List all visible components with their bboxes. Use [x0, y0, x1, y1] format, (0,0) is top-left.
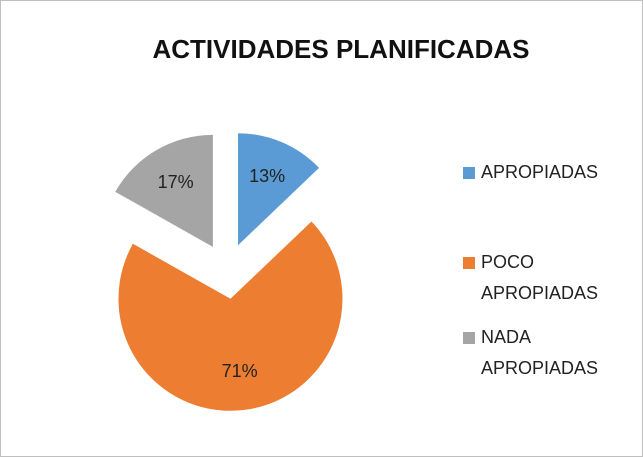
- data-label: 13%: [249, 166, 285, 186]
- pie-slice: [118, 221, 343, 411]
- data-label: 71%: [222, 361, 258, 381]
- legend-swatch: [463, 167, 475, 179]
- legend-swatch: [463, 257, 475, 269]
- pie-slice: [115, 134, 213, 247]
- chart-title: ACTIVIDADES PLANIFICADAS: [152, 34, 529, 64]
- legend-label: APROPIADAS: [481, 162, 599, 182]
- legend-label: POCO APROPIADAS: [481, 252, 599, 303]
- legend-label: NADA APROPIADAS: [481, 327, 599, 378]
- legend-entry: APROPIADAS: [463, 157, 623, 188]
- data-label: 17%: [158, 172, 194, 192]
- pie-slice: [238, 133, 320, 246]
- legend-swatch: [463, 332, 475, 344]
- legend-entry: NADA APROPIADAS: [463, 322, 623, 384]
- legend-entry: POCO APROPIADAS: [463, 247, 623, 309]
